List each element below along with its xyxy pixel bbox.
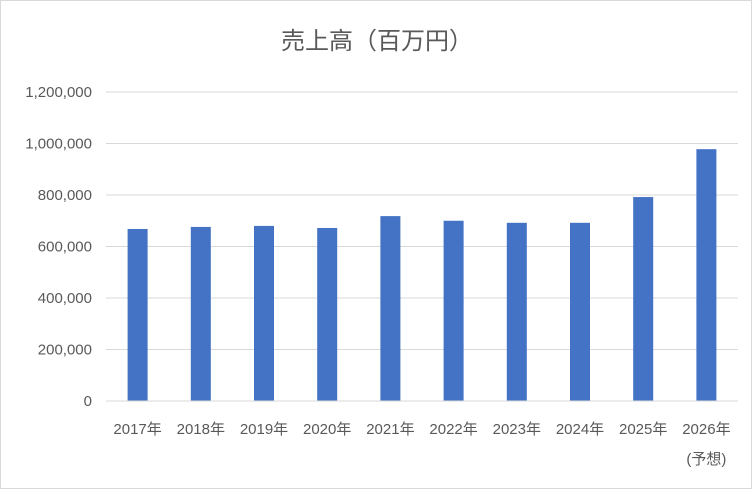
x-tick-label: 2021年 xyxy=(366,421,414,438)
x-tick-label: 2023年 xyxy=(493,421,541,438)
x-tick-label: 2025年 xyxy=(619,421,667,438)
bar xyxy=(317,227,338,401)
gridlines xyxy=(106,91,738,402)
bar xyxy=(696,149,717,401)
y-tick-label: 400,000 xyxy=(38,290,92,307)
x-tick-label: 2018年 xyxy=(177,421,225,438)
x-tick-sublabel: (予想) xyxy=(686,451,726,468)
y-tick-label: 600,000 xyxy=(38,239,92,256)
bar xyxy=(570,222,590,401)
bar xyxy=(506,222,527,401)
y-tick-label: 1,200,000 xyxy=(25,84,92,101)
y-axis: 0 200,000 400,000 600,000 800,000 1,000,000 1,… xyxy=(25,84,92,410)
x-tick-label: 2020年 xyxy=(303,421,351,438)
y-tick-label: 0 xyxy=(84,393,92,410)
bar xyxy=(633,197,654,401)
x-tick-label: 2024年 xyxy=(556,421,604,438)
bar xyxy=(380,216,401,401)
x-tick-label: 2026年 xyxy=(682,421,730,438)
bars xyxy=(127,149,717,401)
y-tick-label: 1,000,000 xyxy=(25,136,92,153)
x-tick-label: 2022年 xyxy=(429,421,477,438)
chart-title: 売上高（百万円） xyxy=(281,27,473,55)
bar xyxy=(190,226,211,401)
x-tick-label: 2017年 xyxy=(113,421,161,438)
y-tick-label: 800,000 xyxy=(38,187,92,204)
y-tick-label: 200,000 xyxy=(38,342,92,359)
bar xyxy=(254,225,274,401)
bar xyxy=(443,220,464,401)
bar xyxy=(127,228,148,401)
x-axis: 2017年 2018年 2019年 2020年 2021年 2022年 2023年 2024年… xyxy=(106,400,738,468)
x-tick-label: 2019年 xyxy=(240,421,288,438)
